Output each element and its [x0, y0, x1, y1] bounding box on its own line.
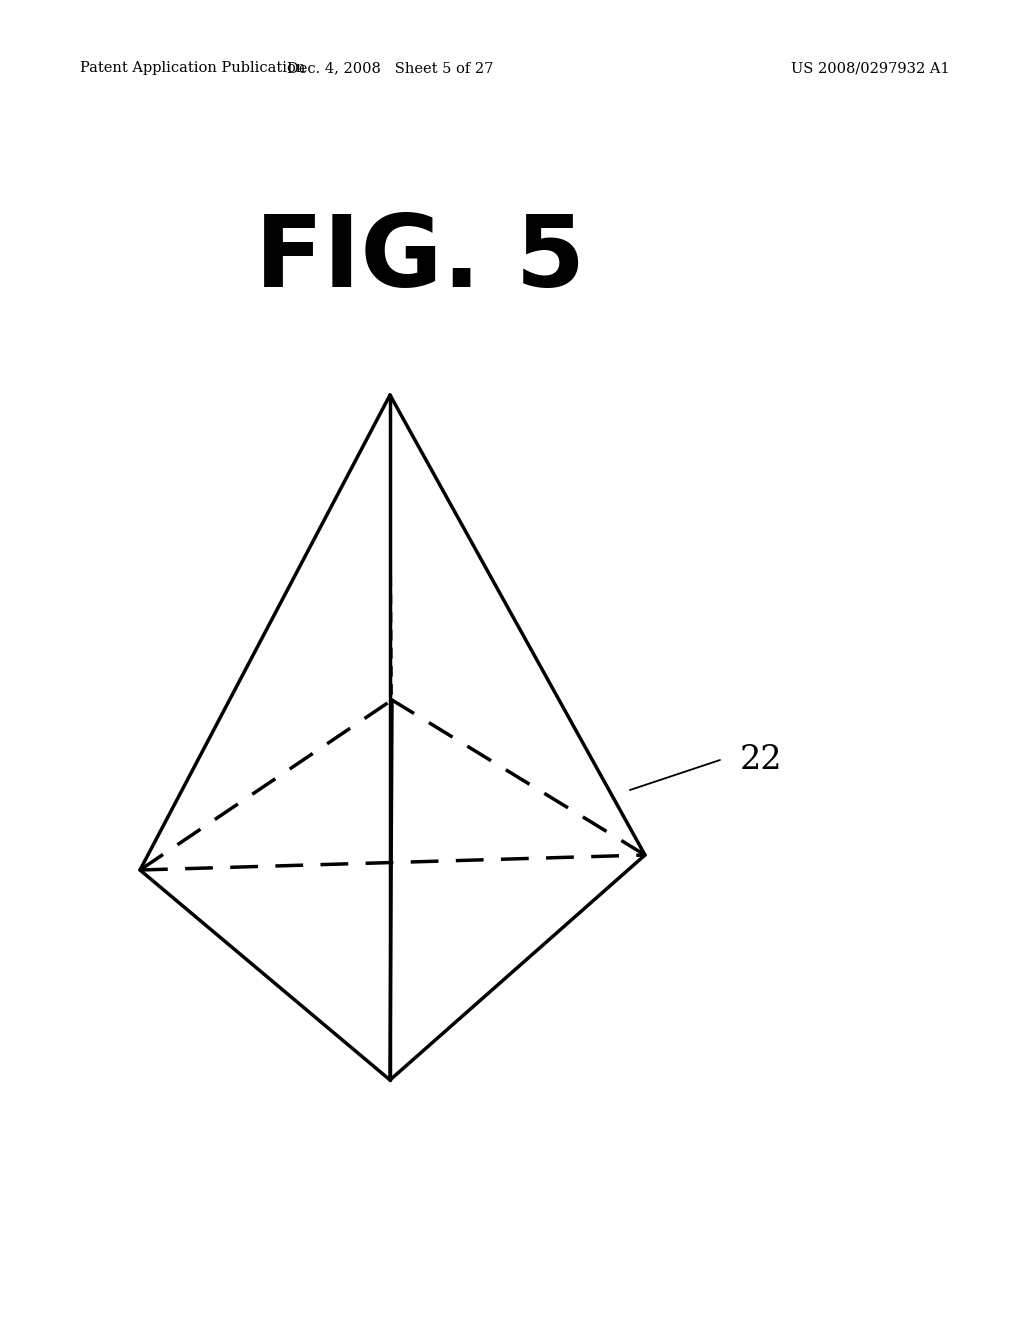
Text: 22: 22 — [740, 744, 782, 776]
Text: Patent Application Publication: Patent Application Publication — [80, 61, 305, 75]
Text: Dec. 4, 2008   Sheet 5 of 27: Dec. 4, 2008 Sheet 5 of 27 — [287, 61, 494, 75]
Text: US 2008/0297932 A1: US 2008/0297932 A1 — [791, 61, 949, 75]
Text: FIG. 5: FIG. 5 — [255, 211, 585, 309]
